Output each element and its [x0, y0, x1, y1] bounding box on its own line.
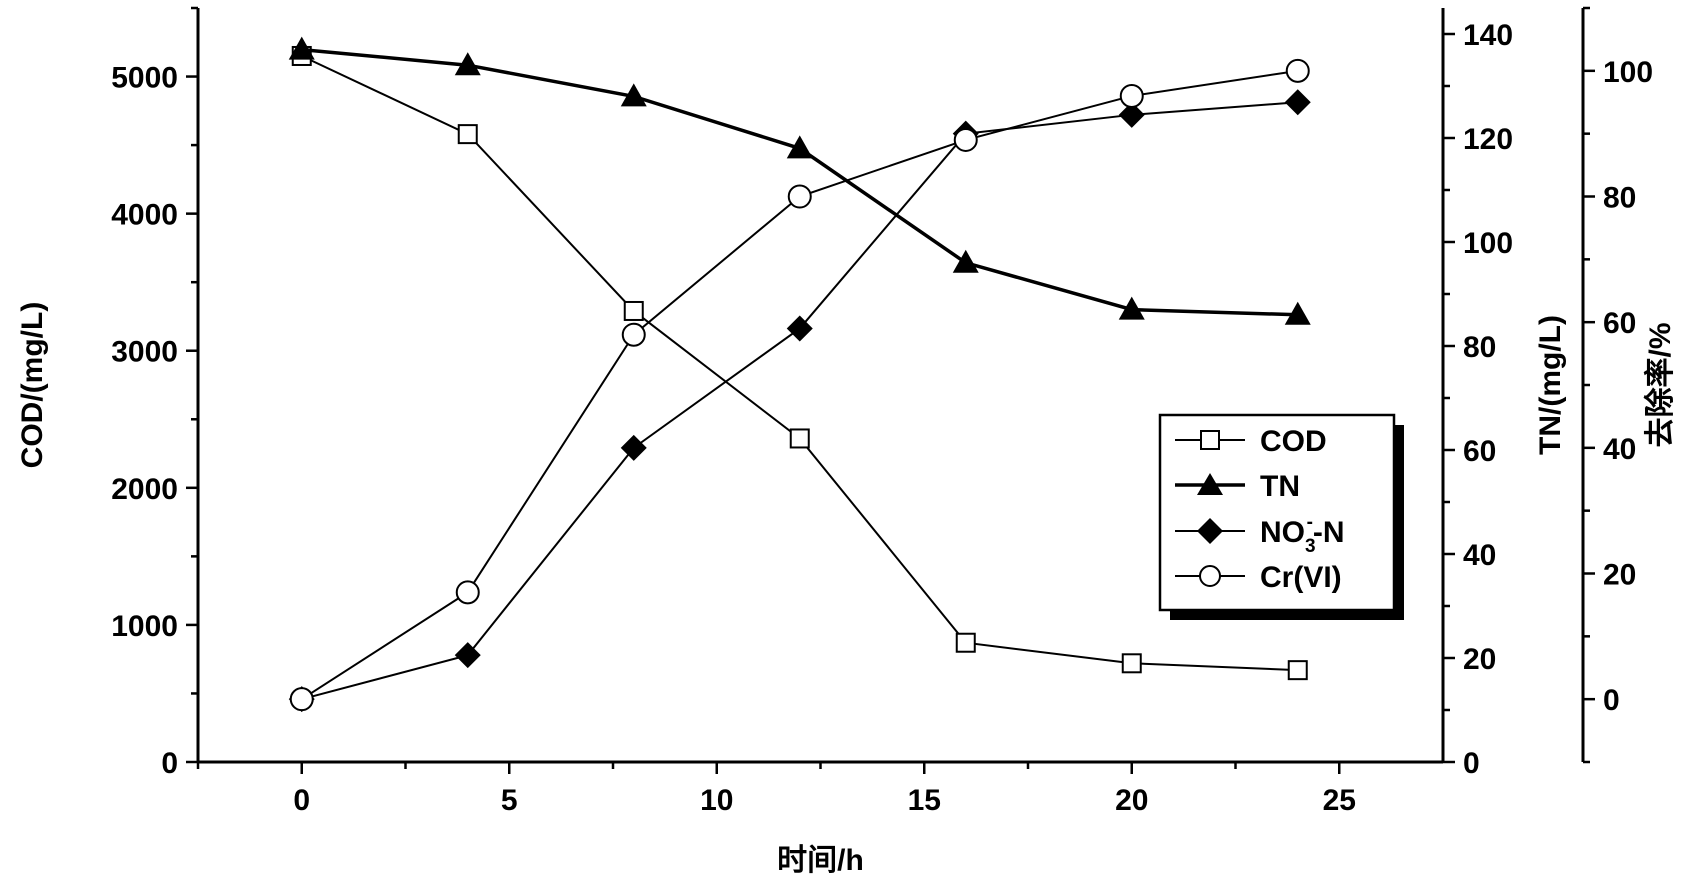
x-axis-title: 时间/h	[777, 844, 864, 877]
data-point	[1284, 301, 1311, 325]
open-square-icon	[1200, 430, 1220, 450]
legend-entry-no3n: NO3--N	[1175, 512, 1345, 557]
x-tick-label: 20	[1115, 784, 1148, 817]
data-point	[1118, 101, 1145, 128]
y-tick-label-tn: 80	[1463, 331, 1496, 364]
x-tick-label: 5	[501, 784, 518, 817]
data-point	[787, 184, 812, 209]
x-tick-label: 10	[700, 784, 733, 817]
series-no3n	[288, 89, 1311, 713]
data-point	[789, 428, 810, 449]
y-axis-title-cod: COD/(mg/L)	[16, 302, 49, 469]
y-tick-label-removal: 0	[1603, 684, 1620, 717]
data-point	[1121, 653, 1142, 674]
y-tick-label-tn: 140	[1463, 19, 1513, 52]
data-point	[457, 124, 478, 145]
y-tick-label-removal: 20	[1603, 559, 1636, 592]
y-axis-title-tn: TN/(mg/L)	[1534, 315, 1567, 455]
data-point	[621, 322, 646, 347]
x-tick-label: 25	[1323, 784, 1356, 817]
legend-box	[1158, 413, 1396, 612]
data-point	[454, 52, 481, 76]
data-point	[1285, 58, 1310, 83]
series-line	[301, 47, 1298, 317]
plot-area	[288, 36, 1311, 713]
y-tick-label-removal: 60	[1603, 307, 1636, 340]
y-tick-label-removal: 100	[1603, 56, 1653, 89]
series-line	[301, 69, 1298, 701]
data-point	[620, 434, 647, 461]
data-point	[455, 580, 480, 605]
y-tick-label-tn: 100	[1463, 227, 1513, 260]
y-tick-label-cod: 1000	[111, 610, 178, 643]
data-point	[786, 135, 813, 159]
data-point	[1118, 296, 1145, 320]
series-cod	[291, 45, 1308, 681]
data-point	[1287, 660, 1308, 681]
x-tick-label: 15	[908, 784, 941, 817]
legend-entry-cr6: Cr(VI)	[1175, 561, 1342, 594]
data-point	[1284, 89, 1311, 116]
legend-entry-cod: COD	[1175, 425, 1327, 458]
y-tick-label-cod: 5000	[111, 62, 178, 95]
filled-diamond-icon	[1197, 518, 1223, 544]
data-point	[454, 642, 481, 669]
data-point	[1119, 83, 1144, 108]
legend-label-tn: TN	[1260, 470, 1300, 503]
y-tick-label-cod: 4000	[111, 199, 178, 232]
open-circle-icon	[1199, 565, 1221, 587]
data-point	[952, 249, 979, 273]
data-point	[288, 36, 315, 60]
y-axis-title-removal: 去除率/%	[1643, 322, 1677, 447]
y-tick-label-cod: 0	[161, 747, 178, 780]
y-tick-label-cod: 2000	[111, 473, 178, 506]
y-tick-label-tn: 120	[1463, 123, 1513, 156]
y-tick-label-removal: 40	[1603, 433, 1636, 466]
filled-triangle-icon	[1197, 473, 1223, 495]
legend-entry-tn: TN	[1175, 470, 1300, 503]
y-tick-label-cod: 3000	[111, 336, 178, 369]
y-tick-label-removal: 80	[1603, 182, 1636, 215]
y-tick-label-tn: 60	[1463, 435, 1496, 468]
series-crvi	[289, 58, 1310, 712]
legend: COD TN NO3--N Cr(VI)	[1158, 413, 1404, 620]
y-tick-label-tn: 40	[1463, 539, 1496, 572]
series-tn	[288, 36, 1311, 325]
data-point	[623, 300, 644, 321]
y-tick-label-tn: 20	[1463, 643, 1496, 676]
x-tick-label: 0	[293, 784, 310, 817]
data-point	[289, 687, 314, 712]
data-point	[953, 127, 978, 152]
y-tick-label-tn: 0	[1463, 747, 1480, 780]
legend-label-no3n: NO3--N	[1260, 512, 1345, 557]
axes: 0 5 10 15 20 25时间/h010002000300040005000COD/(…	[16, 6, 1677, 877]
data-point	[786, 315, 813, 342]
legend-label-cr6: Cr(VI)	[1260, 561, 1342, 594]
data-point	[955, 632, 976, 653]
legend-label-cod: COD	[1260, 425, 1327, 458]
data-point	[620, 83, 647, 107]
